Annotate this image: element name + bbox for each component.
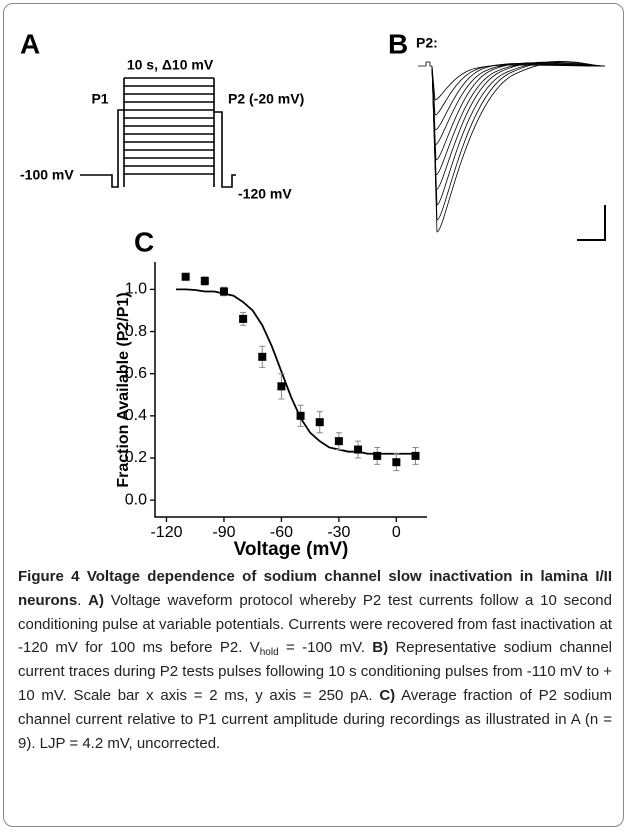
protocol-label: 10 s, Δ10 mV [127,57,214,73]
y-tick-label: 0.0 [125,491,147,508]
protocol-label: P2 (-20 mV) [228,91,304,107]
caption-text: . [77,591,89,609]
data-point [296,411,305,420]
y-tick-label: 1.0 [125,281,147,298]
data-point [315,418,324,427]
data-point [373,451,382,460]
caption-text: Figure 4 Voltage dependence of sodium ch… [18,568,612,609]
data-point [334,437,343,446]
data-point [411,451,420,460]
current-traces [418,61,606,233]
x-tick-label: -120 [150,524,182,541]
protocol-label: -100 mV [20,167,74,183]
data-point [200,276,209,285]
caption-text: C) [379,686,396,704]
protocol-label: -120 mV [238,186,292,202]
axes [154,262,427,518]
protocol-label: P1 [91,91,108,107]
data-point [258,352,267,361]
figure-frame [3,3,624,827]
caption-text: A) [88,591,104,609]
caption-text: B) [372,639,389,657]
data-point [219,287,228,296]
caption-text: = -100 mV. [278,639,373,657]
scale-bar [577,205,606,241]
caption-text: Voltage waveform protocol whereby P2 tes… [18,591,612,657]
fit-curve [176,288,416,455]
panel-letter: A [20,28,40,59]
x-tick-label: -30 [327,524,350,541]
data-point [392,458,401,467]
y-tick-label: 0.4 [125,407,147,424]
pulse-label: P2: [416,35,438,51]
y-tick-label: 0.2 [125,449,147,466]
x-tick-label: 0 [392,524,401,541]
x-tick-label: -60 [270,524,293,541]
protocol-waveform [80,77,236,188]
caption-text: Representative sodium channel current tr… [18,639,612,704]
y-tick-label: 0.6 [125,365,147,382]
data-point [181,272,190,281]
data-point [354,445,363,454]
caption-text: Average fraction of P2 sodium channel cu… [18,686,613,752]
data-point [239,314,248,323]
caption-text: hold [259,647,279,659]
caption: Figure 4 Voltage dependence of sodium ch… [18,565,612,755]
y-axis-label: Fraction Available (P2/P1) [115,292,132,487]
figure: A 10 s, Δ10 mV P1 P2 (-20 mV) -100 mV -1… [20,28,606,560]
panel-letter: B [388,28,408,59]
data-point [277,382,286,391]
x-axis-label: Voltage (mV) [234,539,349,560]
y-tick-label: 0.8 [125,323,147,340]
panel-letter: C [134,226,154,257]
x-tick-label: -90 [212,524,235,541]
